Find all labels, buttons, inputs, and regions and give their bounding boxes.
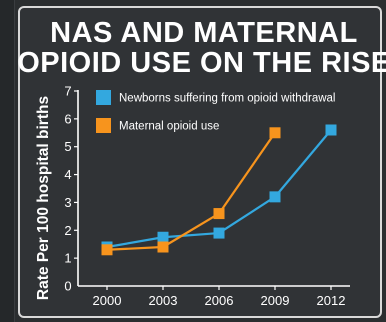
legend-label: Maternal opioid use	[119, 121, 219, 133]
y-tick-label: 1	[64, 251, 71, 266]
y-axis-ticks: 0 1 2 3 4 5 6 7	[64, 84, 78, 294]
legend-label: Newborns suffering from opioid withdrawa…	[119, 93, 335, 105]
chart-axes	[77, 90, 350, 287]
legend-swatch	[96, 90, 111, 105]
left-edge-strip	[0, 0, 15, 322]
chart-title-line-2: OPIOID USE ON THE RISE	[17, 47, 386, 79]
data-point-marker	[213, 208, 225, 220]
series-line	[106, 132, 276, 251]
series-1	[101, 127, 281, 256]
y-tick-label: 4	[64, 167, 71, 182]
y-tick-label: 3	[64, 195, 71, 210]
data-point-marker	[269, 191, 281, 203]
series-layer	[101, 124, 337, 256]
chart-legend: Newborns suffering from opioid withdrawa…	[96, 90, 335, 133]
data-point-marker	[269, 127, 281, 139]
y-tick-label: 5	[64, 139, 71, 154]
data-point-marker	[157, 241, 169, 253]
y-tick-label: 7	[64, 84, 71, 99]
x-axis-ticks: 2000 2003 2006 2009 2012	[93, 286, 346, 308]
x-tick-label: 2006	[205, 293, 234, 308]
x-tick-label: 2003	[149, 293, 178, 308]
y-tick-label: 0	[64, 279, 71, 294]
chart-title-line-1: NAS AND MATERNAL	[50, 17, 358, 49]
x-tick-label: 2012	[317, 293, 346, 308]
data-point-marker	[325, 124, 337, 136]
data-point-marker	[101, 244, 113, 256]
data-point-marker	[213, 227, 225, 239]
series-0	[101, 124, 337, 253]
data-point-marker	[157, 231, 169, 243]
y-tick-label: 6	[64, 111, 71, 126]
y-axis-label: Rate Per 100 hospital births	[35, 96, 52, 300]
x-tick-label: 2009	[261, 293, 290, 308]
x-tick-label: 2000	[93, 293, 122, 308]
legend-swatch	[96, 118, 111, 133]
y-tick-label: 2	[64, 223, 71, 238]
